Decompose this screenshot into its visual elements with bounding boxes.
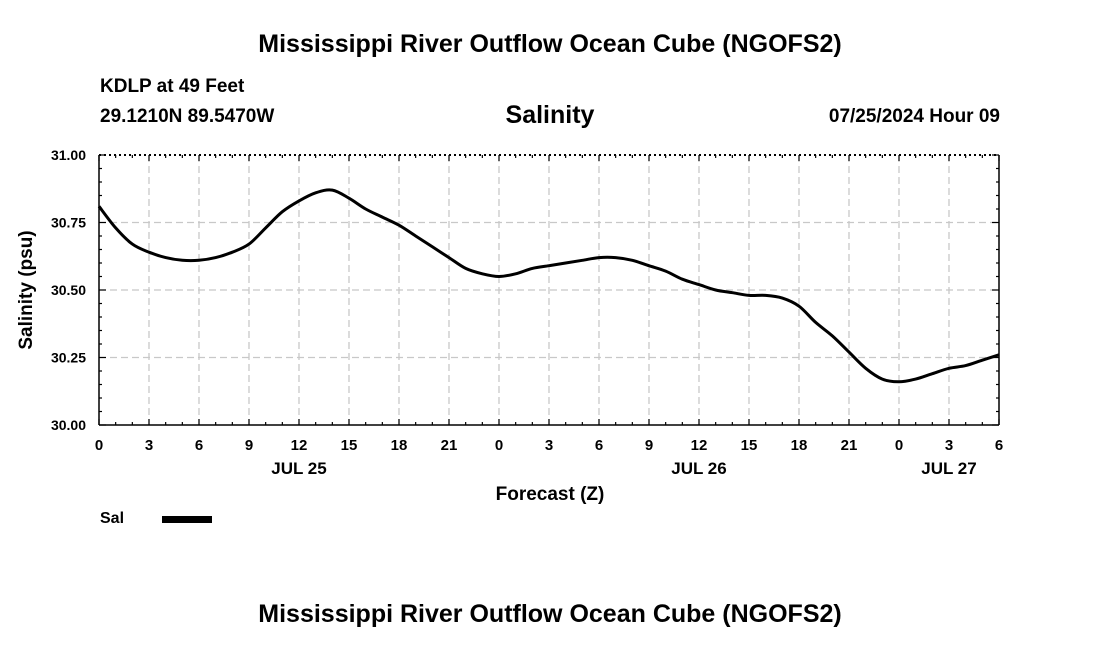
- series-line-sal: [97, 188, 1000, 384]
- y-tick-label: 30.25: [51, 350, 86, 366]
- x-tick-label: 15: [341, 437, 358, 454]
- x-tick-label: 15: [741, 437, 758, 454]
- x-tick-label: 18: [791, 437, 808, 454]
- page-title-bottom: Mississippi River Outflow Ocean Cube (NG…: [258, 600, 842, 628]
- date-label: JUL 27: [921, 459, 976, 478]
- coordinates-label: 29.1210N 89.5470W: [100, 106, 275, 127]
- datetime-label: 07/25/2024 Hour 09: [828, 106, 1000, 127]
- x-tick-label: 18: [391, 437, 408, 454]
- x-tick-label: 6: [595, 437, 603, 454]
- page-title-top: Mississippi River Outflow Ocean Cube (NG…: [258, 30, 842, 58]
- date-label: JUL 26: [671, 459, 726, 478]
- station-label: KDLP at 49 Feet: [100, 76, 245, 97]
- legend-label: Sal: [100, 510, 125, 527]
- x-tick-label: 12: [691, 437, 708, 454]
- x-tick-label: 21: [441, 437, 458, 454]
- x-tick-label: 6: [195, 437, 203, 454]
- x-tick-label: 9: [245, 437, 253, 454]
- y-tick-label: 30.50: [51, 282, 86, 298]
- x-tick-label: 3: [145, 437, 153, 454]
- y-axis-label: Salinity (psu): [16, 230, 37, 350]
- x-tick-label: 9: [645, 437, 653, 454]
- x-tick-label: 21: [841, 437, 858, 454]
- x-tick-label: 0: [895, 437, 903, 454]
- y-tick-label: 31.00: [51, 147, 86, 163]
- date-label: JUL 25: [271, 459, 326, 478]
- x-tick-label: 0: [495, 437, 503, 454]
- chart-title: Salinity: [505, 101, 595, 129]
- x-tick-label: 3: [945, 437, 953, 454]
- x-tick-label: 3: [545, 437, 553, 454]
- x-axis-label: Forecast (Z): [495, 484, 605, 505]
- x-tick-label: 6: [995, 437, 1003, 454]
- x-tick-label: 12: [291, 437, 308, 454]
- y-tick-label: 30.75: [51, 215, 86, 231]
- x-tick-label: 0: [95, 437, 103, 454]
- legend-swatch: [162, 516, 212, 523]
- y-tick-label: 30.00: [51, 417, 86, 433]
